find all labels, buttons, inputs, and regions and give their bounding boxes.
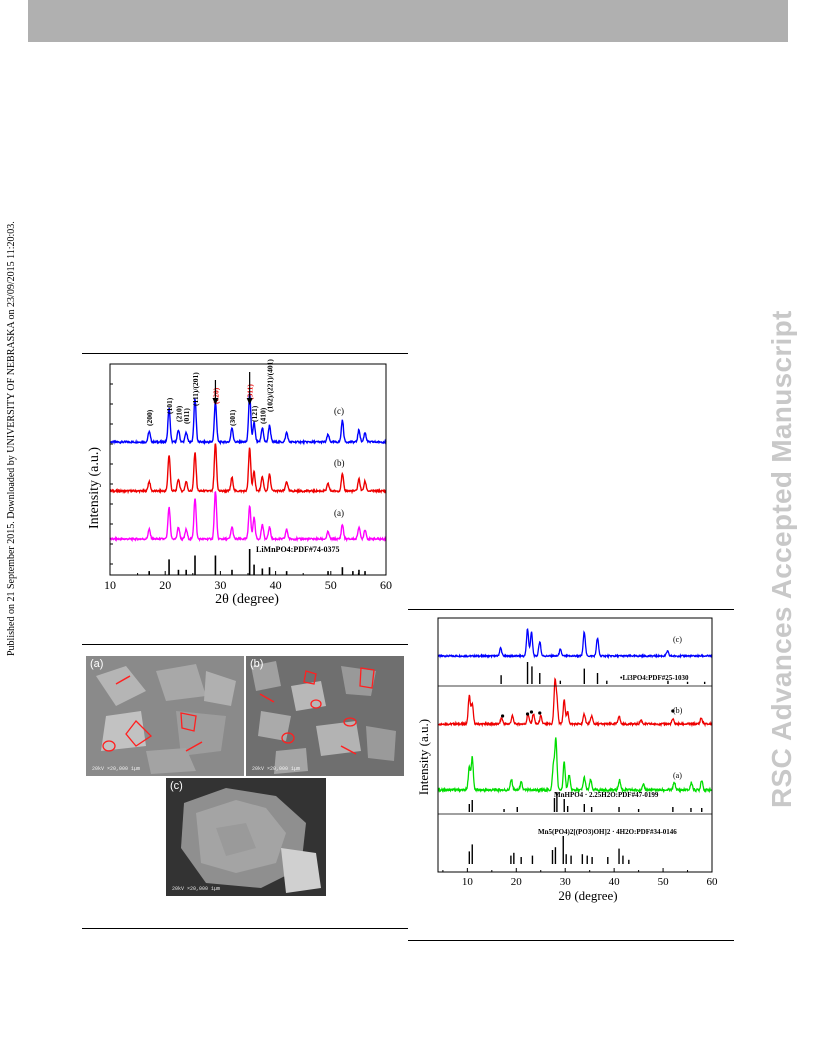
arrow-head	[246, 398, 253, 405]
peak-label: (101)	[165, 397, 174, 414]
sem-label-c: (c)	[170, 780, 183, 792]
xrd-chart-limnpo4: 10 20 30 40 50 60 (200) (101) (210)(011)(111)/(…	[87, 359, 392, 607]
x-tick-label: 10	[462, 876, 474, 888]
sem-label-b: (b)	[250, 658, 264, 670]
series-label-b: (b)	[334, 458, 345, 468]
arrow-head	[212, 398, 219, 405]
series-line-a	[437, 737, 713, 794]
header-bar	[28, 0, 788, 42]
x-axis-label: 2θ (degree)	[558, 888, 617, 903]
x-tick-label: 30	[560, 876, 572, 888]
li3po4-marker	[525, 712, 530, 716]
y-axis-label: Intensity (a.u.)	[87, 447, 102, 529]
sem-image-c: (c) 20kV ×20,000 1µm	[166, 778, 326, 896]
li3po4-marker	[529, 710, 534, 714]
x-tick-label: 20	[159, 578, 171, 592]
series-line-c	[437, 627, 713, 660]
x-tick-label: 60	[380, 578, 392, 592]
figure2-bottom-rule	[82, 928, 408, 929]
x-tick-label: 30	[214, 578, 226, 592]
reference-label: LiMnPO4:PDF#74-0375	[256, 545, 340, 554]
series-label-b: (b)	[673, 706, 683, 715]
sem-texture-c	[166, 778, 326, 896]
peak-label: (200)	[145, 409, 154, 426]
reference-label-mn5: Mn5(PO4)2[(PO3)OH]2 · 4H2O:PDF#34-0146	[538, 828, 677, 836]
series-line-b	[437, 677, 713, 728]
sem-label-a: (a)	[90, 658, 104, 670]
figure3-top-rule	[408, 609, 734, 610]
figure3-bottom-rule	[408, 940, 734, 941]
series-label-c: (c)	[334, 406, 344, 416]
series-label-c: (c)	[673, 635, 682, 644]
x-tick-label: 40	[270, 578, 282, 592]
x-tick-label: 50	[325, 578, 337, 592]
reference-label-mnhpo4: MnHPO4 · 2.25H2O:PDF#47-0199	[554, 791, 659, 799]
series-label-a: (a)	[673, 771, 682, 780]
peak-label: (102)/(221)/(401)	[266, 359, 275, 412]
li3po4-marker	[538, 711, 542, 715]
x-tick-label: 20	[511, 876, 523, 888]
sem-scale-b: 20kV ×20,000 1µm	[252, 766, 301, 772]
peak-label: (121)	[250, 405, 259, 422]
x-axis-label: 2θ (degree)	[215, 592, 279, 607]
peak-label: (410)	[258, 407, 267, 424]
sem-image-b: (b) 20kV ×20,000 1µm	[246, 656, 404, 776]
sem-scale-a: 20kV ×20,000 1µm	[92, 766, 141, 772]
journal-watermark: RSC Advances Accepted Manuscript	[766, 310, 797, 808]
x-tick-label: 40	[609, 876, 621, 888]
x-tick-label: 10	[104, 578, 116, 592]
x-tick-label: 50	[658, 876, 670, 888]
li3po4-marker	[671, 709, 675, 713]
publication-note: Published on 21 September 2015. Download…	[6, 221, 17, 656]
x-tick-label: 60	[707, 876, 719, 888]
xrd-chart-precursors: 10 20 30 40 50 60 2θ (degree) Intensity (a.u.…	[416, 617, 719, 903]
peak-label: (111)/(201)	[191, 372, 200, 406]
series-line-c	[109, 393, 387, 446]
figure1-top-rule	[82, 353, 408, 354]
y-axis-label: Intensity (a.u.)	[416, 719, 431, 795]
series-line-a	[109, 490, 387, 543]
sem-image-a: (a) 20kV ×20,000 1µm	[86, 656, 244, 776]
sem-texture-a	[86, 656, 244, 776]
sem-scale-c: 20kV ×20,000 1µm	[172, 886, 221, 892]
reference-label-li3po4: •Li3PO4:PDF#25-1030	[620, 674, 689, 682]
sem-texture-b	[246, 656, 404, 776]
peak-label: (011)	[182, 408, 191, 424]
peak-label: (210)	[174, 405, 183, 422]
series-label-a: (a)	[334, 508, 344, 518]
figure2-top-rule	[82, 644, 408, 645]
li3po4-marker	[500, 714, 505, 718]
peak-label: (301)	[228, 409, 237, 426]
series-line-b	[109, 443, 387, 495]
plot-frame	[437, 617, 713, 873]
